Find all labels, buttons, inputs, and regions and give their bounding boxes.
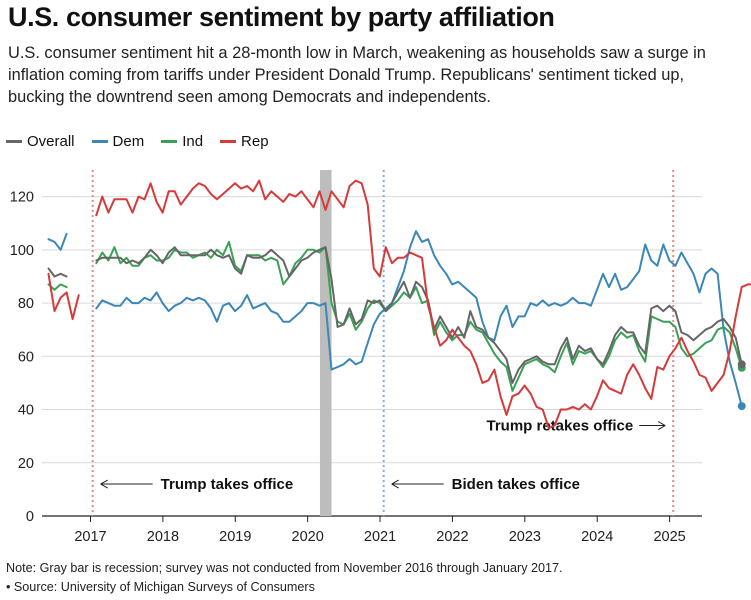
series-line-rep — [95, 179, 751, 430]
x-tick-label: 2023 — [509, 529, 541, 545]
x-tick-label: 2017 — [74, 529, 106, 545]
event-arrowhead — [657, 421, 666, 430]
x-tick-label: 2018 — [147, 529, 179, 545]
series-line-ind — [95, 240, 743, 392]
x-tick-label: 2020 — [292, 529, 324, 545]
legend-swatch-rep — [220, 140, 237, 143]
legend-label-dem: Dem — [112, 133, 145, 150]
x-tick-label: 2022 — [436, 529, 468, 545]
x-tick-label: 2021 — [364, 529, 396, 545]
y-tick-label: 100 — [10, 243, 34, 259]
series-line-overall — [47, 267, 68, 278]
legend-item-ind: Ind — [161, 133, 203, 150]
legend-item-dem: Dem — [91, 133, 145, 150]
x-tick-label: 2019 — [219, 529, 251, 545]
legend-swatch-ind — [161, 140, 178, 143]
legend-label-ind: Ind — [182, 133, 204, 150]
end-marker-dem — [737, 402, 746, 411]
chart-source: • Source: University of Michigan Surveys… — [6, 580, 315, 594]
series-line-dem — [95, 230, 743, 408]
event-arrowhead — [391, 479, 399, 489]
y-tick-label: 80 — [18, 296, 34, 312]
y-tick-label: 20 — [18, 456, 34, 472]
legend-item-overall: Overall — [6, 133, 75, 150]
y-tick-label: 120 — [10, 190, 34, 206]
x-tick-label: 2024 — [581, 529, 613, 545]
y-tick-label: 40 — [18, 403, 34, 419]
legend-item-rep: Rep — [220, 133, 269, 150]
end-marker-overall — [737, 360, 746, 369]
y-tick-label: 0 — [26, 509, 34, 525]
event-arrowhead — [100, 479, 108, 489]
series-line-rep — [47, 272, 80, 320]
y-tick-label: 60 — [18, 349, 34, 365]
legend: Overall Dem Ind Rep — [6, 133, 286, 150]
event-label: Trump takes office — [161, 476, 294, 493]
legend-swatch-overall — [6, 140, 22, 143]
chart-title: U.S. consumer sentiment by party affilia… — [8, 2, 555, 32]
chart-note: Note: Gray bar is recession; survey was … — [6, 561, 563, 575]
x-tick-label: 2025 — [653, 529, 685, 545]
legend-swatch-dem — [91, 140, 108, 143]
event-label: Trump retakes office — [486, 418, 633, 435]
event-label: Biden takes office — [452, 476, 580, 493]
series-line-overall — [95, 246, 743, 384]
recession-bar — [319, 170, 332, 516]
chart-subtitle: U.S. consumer sentiment hit a 28-month l… — [8, 44, 706, 106]
legend-label-overall: Overall — [27, 133, 75, 150]
series-line-dem — [47, 232, 68, 251]
legend-label-rep: Rep — [241, 133, 269, 150]
